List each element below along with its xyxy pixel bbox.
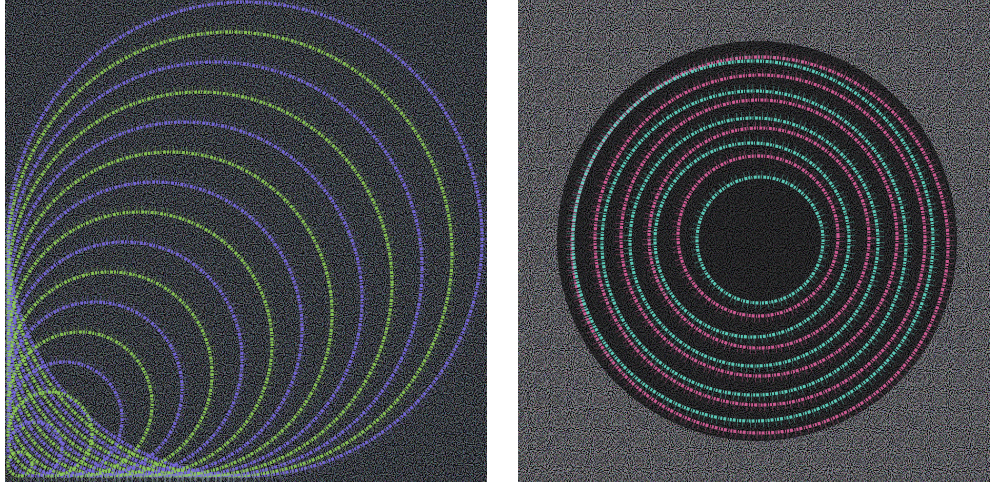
right-panel — [518, 0, 990, 482]
left-panel — [4, 0, 487, 482]
artwork — [0, 0, 992, 482]
page: {"panels": [{"colors": ["#8fcf55", "#7a6… — [0, 0, 992, 482]
body: (() => { const data = JSON.parse(documen… — [0, 0, 992, 482]
